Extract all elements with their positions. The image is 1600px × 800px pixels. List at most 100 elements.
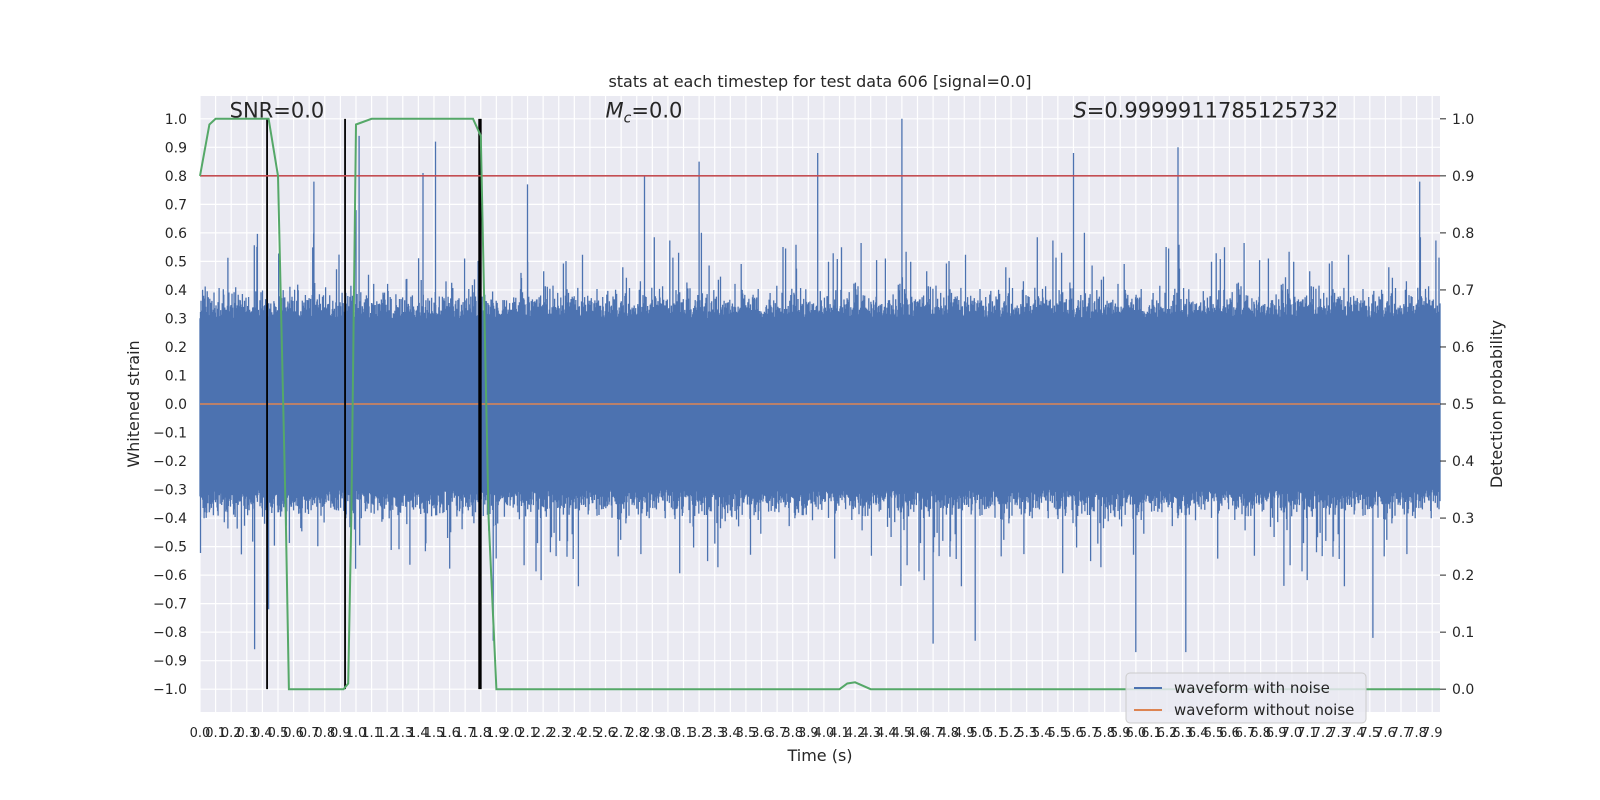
y-tick-label: 1.0 xyxy=(165,112,187,128)
x-tick-label: 3.6 xyxy=(751,726,772,741)
x-tick-label: 6.1 xyxy=(1141,726,1162,741)
x-tick-label: 4.9 xyxy=(954,726,975,741)
x-tick-label: 1.4 xyxy=(408,726,429,741)
chart-title: stats at each timestep for test data 606… xyxy=(608,72,1031,91)
x-tick-label: 0.1 xyxy=(205,726,226,741)
x-tick-label: 1.9 xyxy=(486,726,507,741)
x-tick-label: 4.5 xyxy=(892,726,913,741)
legend: waveform with noise waveform without nois… xyxy=(1125,672,1367,724)
legend-label: waveform with noise xyxy=(1174,679,1330,697)
annotation-value: =0.0 xyxy=(631,98,682,122)
x-tick-label: 2.9 xyxy=(642,726,663,741)
x-tick-label: 4.7 xyxy=(923,726,944,741)
series-waveform-with-noise xyxy=(199,118,1441,653)
x-tick-label: 4.2 xyxy=(845,726,866,741)
x-tick-label: 0.9 xyxy=(330,726,351,741)
annotation-symbol: M xyxy=(606,98,624,122)
y2-tick-label: 0.9 xyxy=(1452,169,1474,185)
x-tick-label: 3.2 xyxy=(689,726,710,741)
ticks: 1.00.90.80.70.60.50.40.30.20.10.0−0.1−0.… xyxy=(153,112,1474,741)
x-tick-label: 2.8 xyxy=(626,726,647,741)
y2-tick-label: 0.4 xyxy=(1452,454,1474,470)
y-tick-label: 0.0 xyxy=(165,397,187,413)
x-tick-label: 3.8 xyxy=(782,726,803,741)
x-tick-label: 3.5 xyxy=(736,726,757,741)
y-tick-label: 0.3 xyxy=(165,311,187,327)
x-tick-label: 2.3 xyxy=(548,726,569,741)
y-tick-label: 0.4 xyxy=(165,283,187,299)
x-tick-label: 0.0 xyxy=(190,726,211,741)
x-tick-label: 2.4 xyxy=(564,726,585,741)
x-tick-label: 7.7 xyxy=(1391,726,1412,741)
x-tick-label: 1.6 xyxy=(439,726,460,741)
annotation-2: S=0.9999911785125732 xyxy=(1073,98,1338,122)
x-tick-label: 2.7 xyxy=(611,726,632,741)
y-tick-label: 0.8 xyxy=(165,169,187,185)
annotation-1: Mc=0.0 xyxy=(606,98,683,126)
y-tick-label: 0.7 xyxy=(165,197,187,213)
y2-tick-label: 0.0 xyxy=(1452,682,1474,698)
y2-tick-label: 0.7 xyxy=(1452,283,1474,299)
x-tick-label: 1.8 xyxy=(470,726,491,741)
y2-tick-label: 0.6 xyxy=(1452,340,1474,356)
y-tick-label: −0.4 xyxy=(153,511,187,527)
legend-frame xyxy=(1125,672,1367,724)
annotation-0: SNR=0.0 xyxy=(230,98,325,122)
y-tick-label: −0.9 xyxy=(153,654,187,670)
x-tick-label: 7.9 xyxy=(1422,726,1443,741)
x-tick-label: 7.4 xyxy=(1344,726,1365,741)
x-tick-label: 6.3 xyxy=(1172,726,1193,741)
annotation-symbol: S xyxy=(1073,98,1086,122)
x-tick-label: 7.5 xyxy=(1359,726,1380,741)
y-tick-label: −1.0 xyxy=(153,682,187,698)
x-tick-label: 7.2 xyxy=(1313,726,1334,741)
x-tick-label: 2.1 xyxy=(517,726,538,741)
x-tick-label: 5.9 xyxy=(1110,726,1131,741)
x-tick-label: 4.4 xyxy=(876,726,897,741)
y-tick-label: −0.7 xyxy=(153,597,187,613)
x-tick-label: 0.4 xyxy=(252,726,273,741)
y-tick-label: 0.2 xyxy=(165,340,187,356)
y2-tick-label: 0.3 xyxy=(1452,511,1474,527)
x-tick-label: 1.0 xyxy=(346,726,367,741)
y-tick-label: −0.3 xyxy=(153,483,187,499)
x-tick-label: 7.8 xyxy=(1406,726,1427,741)
x-tick-label: 2.0 xyxy=(502,726,523,741)
x-tick-label: 7.3 xyxy=(1328,726,1349,741)
x-tick-label: 4.1 xyxy=(829,726,850,741)
y-tick-label: 0.9 xyxy=(165,140,187,156)
x-tick-label: 2.2 xyxy=(533,726,554,741)
x-tick-label: 5.5 xyxy=(1048,726,1069,741)
x-tick-label: 1.5 xyxy=(424,726,445,741)
annotation-value: =0.9999911785125732 xyxy=(1087,98,1338,122)
y-tick-label: −0.2 xyxy=(153,454,187,470)
x-tick-label: 6.9 xyxy=(1266,726,1287,741)
x-tick-label: 2.6 xyxy=(595,726,616,741)
y-axis-label: Whitened strain xyxy=(124,340,143,467)
x-tick-label: 4.0 xyxy=(814,726,835,741)
x-tick-label: 6.0 xyxy=(1126,726,1147,741)
y-tick-label: −0.1 xyxy=(153,426,187,442)
series-layer xyxy=(199,117,1441,691)
x-tick-label: 5.1 xyxy=(985,726,1006,741)
x-tick-label: 6.4 xyxy=(1188,726,1209,741)
x-tick-label: 4.3 xyxy=(860,726,881,741)
x-tick-label: 0.5 xyxy=(268,726,289,741)
x-tick-label: 3.7 xyxy=(767,726,788,741)
x-tick-label: 6.6 xyxy=(1219,726,1240,741)
series-detection-probability xyxy=(199,117,1440,691)
y2-tick-label: 0.8 xyxy=(1452,226,1474,242)
x-tick-label: 0.6 xyxy=(283,726,304,741)
y2-tick-label: 0.5 xyxy=(1452,397,1474,413)
y-tick-label: −0.8 xyxy=(153,625,187,641)
x-tick-label: 3.9 xyxy=(798,726,819,741)
x-tick-label: 5.8 xyxy=(1094,726,1115,741)
x-tick-label: 1.2 xyxy=(377,726,398,741)
x-tick-label: 0.7 xyxy=(299,726,320,741)
x-tick-label: 5.3 xyxy=(1016,726,1037,741)
x-tick-label: 7.6 xyxy=(1375,726,1396,741)
x-tick-label: 0.2 xyxy=(221,726,242,741)
x-tick-label: 6.8 xyxy=(1250,726,1271,741)
x-tick-label: 3.4 xyxy=(720,726,741,741)
x-tick-label: 5.6 xyxy=(1063,726,1084,741)
